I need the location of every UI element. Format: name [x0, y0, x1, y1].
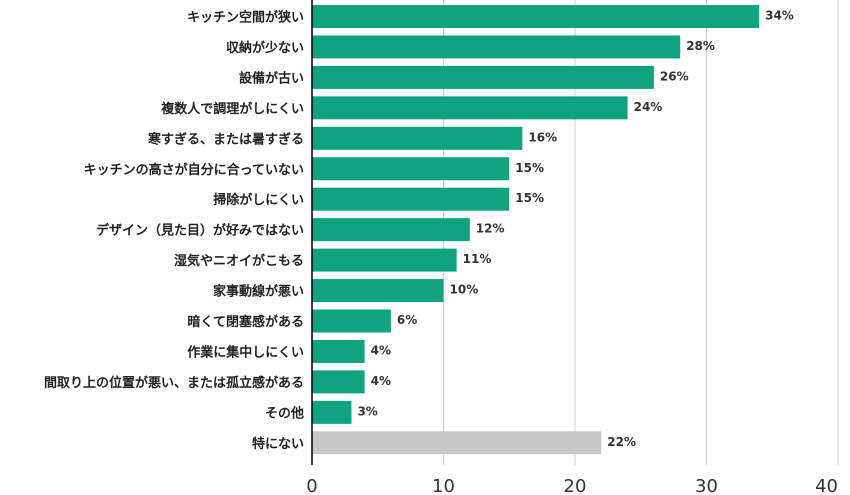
bar	[312, 65, 654, 89]
category-label: 湿気やニオイがこもる	[174, 253, 304, 269]
bar	[312, 5, 760, 28]
bar	[312, 187, 510, 211]
category-label: 設備が古い	[239, 70, 304, 86]
value-label: 4%	[371, 374, 391, 388]
bar	[312, 126, 523, 150]
value-label: 11%	[463, 252, 492, 266]
bar	[312, 309, 391, 333]
bar	[312, 431, 602, 455]
category-label: 収納が少ない	[226, 40, 304, 56]
category-label: その他	[265, 405, 304, 421]
category-labels: キッチン空間が狭い収納が少ない設備が古い複数人で調理がしにくい寒すぎる、または暑…	[44, 10, 304, 452]
x-tick-label: 10	[432, 476, 455, 495]
value-label: 26%	[660, 69, 689, 83]
value-label: 16%	[528, 130, 557, 144]
category-label: 間取り上の位置が悪い、または孤立感がある	[44, 375, 304, 391]
category-label: キッチンの高さが自分に合っていない	[84, 162, 304, 178]
category-label: 寒すぎる、または暑すぎる	[147, 131, 304, 147]
x-tick-label: 0	[306, 476, 317, 495]
category-label: 複数人で調理がしにくい	[160, 101, 304, 117]
bar	[312, 157, 510, 181]
category-label: 作業に集中しにくい	[187, 344, 304, 360]
category-label: キッチン空間が狭い	[187, 10, 304, 26]
category-label: 暗くて閉塞感がある	[187, 314, 304, 330]
value-label: 4%	[371, 343, 391, 357]
value-label: 10%	[450, 283, 479, 297]
bar	[312, 248, 457, 272]
x-tick-label: 20	[564, 476, 587, 495]
x-tick-label: 30	[695, 476, 718, 495]
bar	[312, 218, 470, 242]
bar	[312, 400, 352, 424]
value-label: 6%	[397, 313, 417, 327]
value-label: 22%	[607, 435, 636, 449]
category-label: デザイン（見た目）が好みではない	[96, 223, 304, 239]
x-axis-ticks: 0 10 20 30 40	[306, 476, 838, 495]
bar	[312, 339, 365, 363]
x-tick-label: 40	[815, 476, 838, 495]
bars	[312, 5, 760, 455]
bar	[312, 35, 681, 59]
value-label: 28%	[686, 39, 715, 53]
category-label: 特にない	[252, 436, 304, 452]
bar	[312, 370, 365, 394]
value-label: 12%	[476, 222, 505, 236]
value-label: 34%	[765, 9, 794, 23]
bar	[312, 279, 444, 303]
value-label: 24%	[634, 100, 663, 114]
category-label: 家事動線が悪い	[213, 284, 304, 300]
category-label: 掃除がしにくい	[213, 192, 304, 208]
value-label: 15%	[515, 191, 544, 205]
bar	[312, 96, 628, 120]
value-label: 15%	[515, 161, 544, 175]
value-label: 3%	[357, 404, 377, 418]
value-labels: 34% 28% 26% 24% 16% 15% 15% 12% 11% 10% 6% 4% 4% 3% 22…	[357, 9, 793, 449]
